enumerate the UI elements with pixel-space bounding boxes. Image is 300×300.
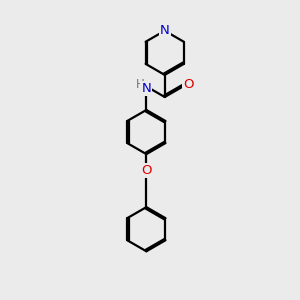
Text: O: O [141,164,152,177]
Text: H: H [136,78,144,92]
Text: N: N [142,82,151,95]
Text: O: O [183,78,194,92]
Text: N: N [160,24,169,37]
